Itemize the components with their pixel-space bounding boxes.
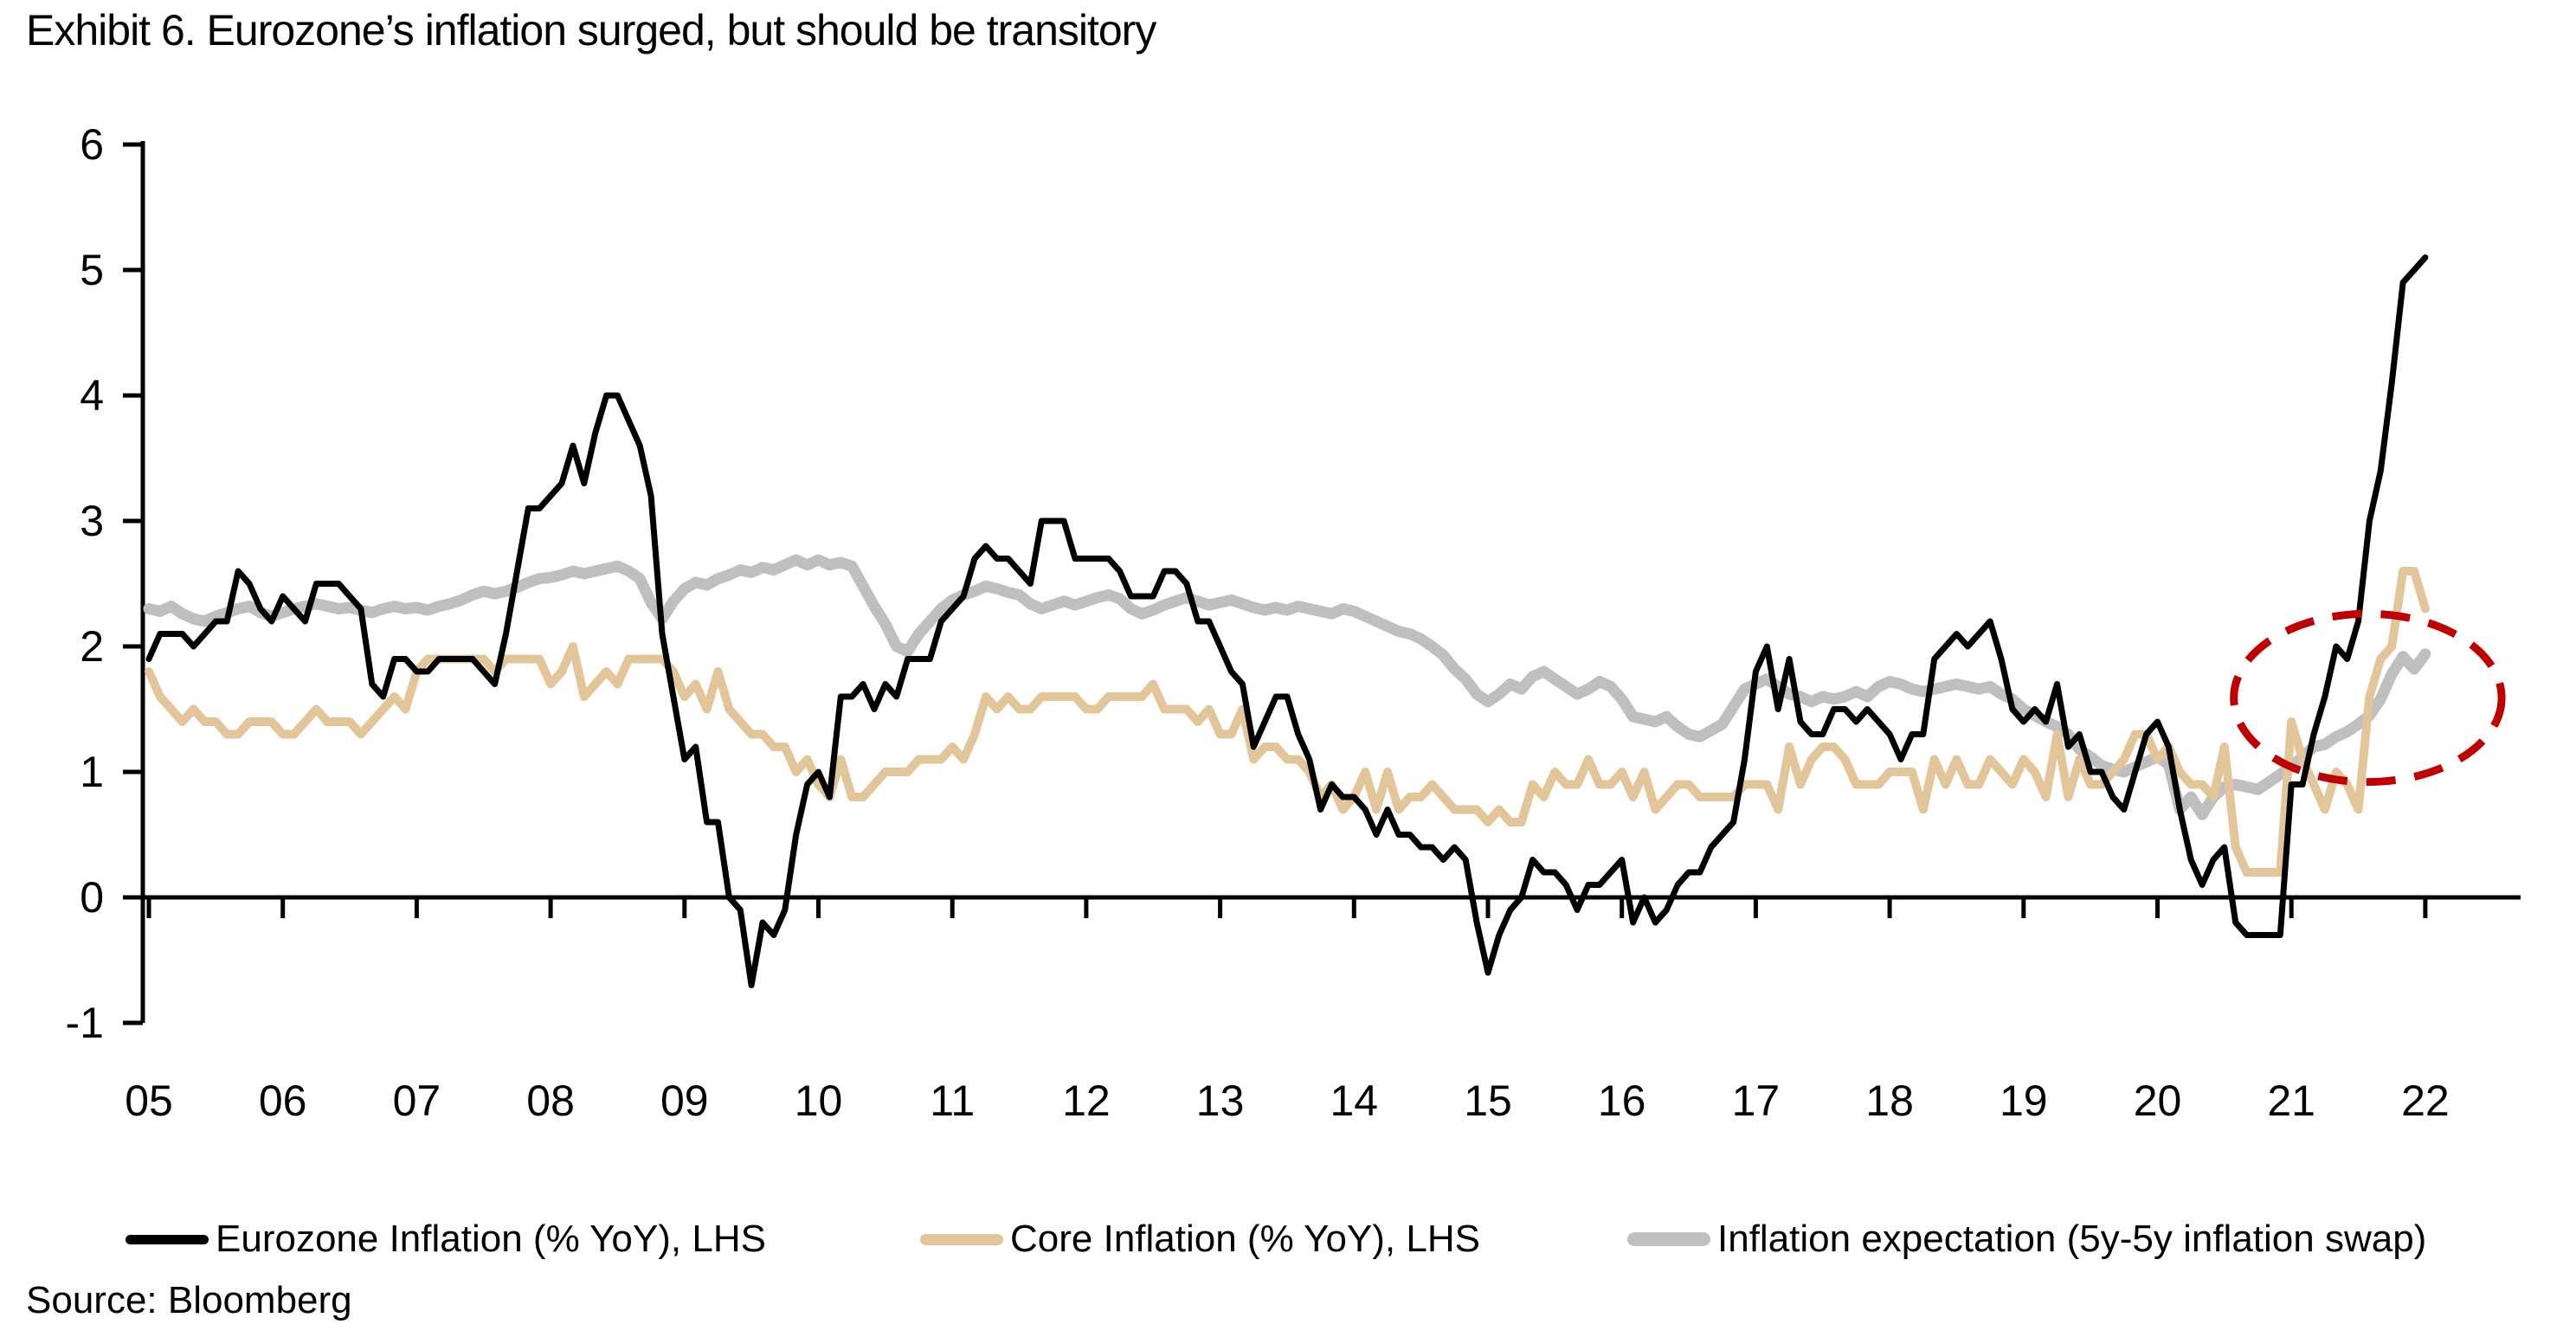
legend-label-eurozone-inflation: Eurozone Inflation (% YoY), LHS: [216, 1218, 766, 1260]
x-tick-label: 21: [2267, 1077, 2315, 1125]
x-tick-label: 19: [2000, 1077, 2048, 1125]
y-tick-label: 5: [80, 246, 104, 294]
x-tick-label: 18: [1865, 1077, 1914, 1125]
x-tick-label: 08: [526, 1077, 575, 1125]
source-attribution: Source: Bloomberg: [26, 1279, 352, 1321]
legend-item-eurozone-inflation: Eurozone Inflation (% YoY), LHS: [126, 1212, 766, 1267]
y-tick-label: 2: [80, 622, 104, 671]
x-tick-label: 17: [1732, 1077, 1781, 1125]
x-tick-label: 11: [930, 1077, 975, 1125]
y-tick-label: 3: [80, 497, 104, 545]
x-tick-label: 14: [1330, 1077, 1378, 1125]
legend-swatch-gray-line: [1627, 1232, 1710, 1246]
x-tick-label: 10: [795, 1077, 843, 1125]
y-tick-label: 1: [80, 748, 104, 796]
legend-swatch-black-line: [126, 1234, 209, 1244]
x-tick-label: 07: [393, 1077, 441, 1125]
legend-item-core-inflation: Core Inflation (% YoY), LHS: [920, 1212, 1480, 1267]
highlight-ellipse-annotation: [2230, 609, 2506, 787]
y-tick-label: 6: [80, 120, 104, 169]
legend-item-inflation-expectation: Inflation expectation (5y-5y inflation s…: [1627, 1212, 2426, 1267]
chart-title: Exhibit 6. Eurozone’s inflation surged, …: [26, 6, 1156, 55]
legend-label-inflation-expectation: Inflation expectation (5y-5y inflation s…: [1717, 1218, 2427, 1260]
x-tick-label: 15: [1464, 1077, 1512, 1125]
y-tick-label: 0: [80, 873, 104, 922]
eurozone-inflation-line: [145, 254, 2429, 988]
y-tick-label: 4: [80, 371, 104, 420]
x-tick-label: 06: [259, 1077, 307, 1125]
x-tick-label: 12: [1062, 1077, 1111, 1125]
x-tick-label: 13: [1196, 1077, 1245, 1125]
core-inflation-line: [145, 567, 2430, 877]
x-tick-label: 22: [2401, 1077, 2450, 1125]
legend-label-core-inflation: Core Inflation (% YoY), LHS: [1010, 1218, 1480, 1260]
x-tick-label: 20: [2134, 1077, 2182, 1125]
legend-swatch-tan-line: [920, 1233, 1003, 1245]
x-tick-label: 05: [125, 1077, 173, 1125]
y-tick-label: -1: [66, 999, 104, 1047]
x-tick-label: 09: [660, 1077, 709, 1125]
x-tick-label: 16: [1598, 1077, 1646, 1125]
